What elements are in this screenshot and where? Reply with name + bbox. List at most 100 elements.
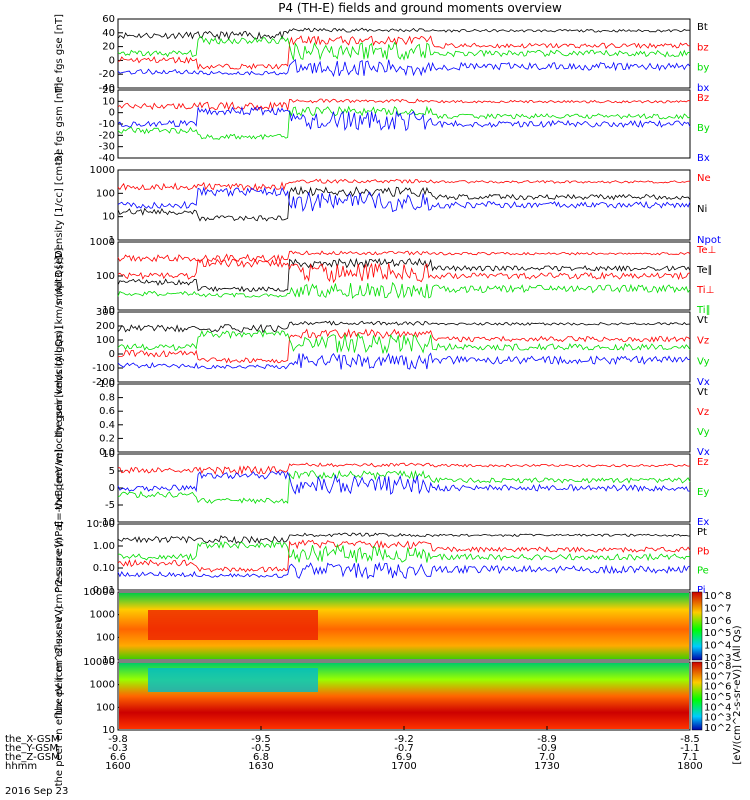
ylabel: the peer velocity gsm [km/s (All Qs)] <box>54 326 65 510</box>
ephem-value: 7.1 <box>682 752 698 763</box>
legend-Vx: Vx <box>697 447 710 458</box>
legend-Vt: Vt <box>697 387 708 398</box>
legend-Pt: Pt <box>697 527 707 538</box>
panel-5: 300 200 100 0 -100 -200 the peir velocity gsm … <box>54 257 710 438</box>
legend-Vx: Vx <box>697 377 710 388</box>
ytick-label: 1000 <box>90 237 115 248</box>
series-Ey <box>117 469 691 505</box>
series-Pb <box>117 539 691 573</box>
series-Ti⊥ <box>117 258 691 284</box>
legend-Bz: Bz <box>697 93 709 104</box>
legend-Pb: Pb <box>697 546 709 557</box>
legend-By: By <box>697 123 710 134</box>
colorbar-tick: 10^8 <box>704 661 731 672</box>
ytick-label: -100 <box>92 363 115 374</box>
ytick-label: 0.2 <box>99 433 115 444</box>
ytick-label: 100 <box>96 335 115 346</box>
ylabel: the fgs gsm [nT] <box>54 83 65 166</box>
colorbar-tick: 10^3 <box>704 653 731 664</box>
series-Npot <box>117 186 691 213</box>
series-Ti∥ <box>117 281 691 299</box>
ytick-label: 10 <box>102 725 115 736</box>
figure-title: P4 (TH-E) fields and ground moments over… <box>278 1 562 15</box>
ephem-value: 1630 <box>248 761 273 772</box>
series-by <box>117 36 691 61</box>
ytick-label: 0.6 <box>99 406 115 417</box>
ytick-label: 10 <box>102 96 115 107</box>
panel-frame <box>117 523 691 591</box>
legend-bx: bx <box>697 83 709 94</box>
colorbar <box>691 661 703 731</box>
ytick-label: 10.00 <box>86 519 115 530</box>
colorbar-tick: 10^6 <box>704 682 731 693</box>
ytick-label: 10 <box>102 449 115 460</box>
ytick-label: 100 <box>96 632 115 643</box>
ephem-label: the_X-GSM <box>5 734 59 745</box>
panel-7: 10 5 0 -5 -10 E=-VxB [mV/m] Ez Ey Ex <box>54 449 709 528</box>
ephem-label: the_Z-GSM <box>5 752 60 763</box>
panel-frame <box>117 169 691 241</box>
ephem-value: -9.2 <box>394 734 414 745</box>
legend-by: by <box>697 63 709 74</box>
ylabel: Pressure [nPa] <box>54 521 65 593</box>
ephem-value: 7.0 <box>539 752 555 763</box>
ephem-label: hhmm <box>5 761 37 772</box>
legend-Vy: Vy <box>697 427 710 438</box>
ephem-value: 1800 <box>677 761 702 772</box>
legend-Bx: Bx <box>697 153 710 164</box>
legend-Ez: Ez <box>697 457 709 468</box>
ephem-value: -8.5 <box>680 734 700 745</box>
series-bx <box>117 58 691 78</box>
colorbar-tick: 10^4 <box>704 702 731 713</box>
colorbar-tick: 10^7 <box>704 603 731 614</box>
date-label: 2016 Sep 23 <box>5 786 68 797</box>
ylabel: mnpt3 [eV] <box>54 248 65 305</box>
series-Ex <box>117 470 691 495</box>
ytick-label: 10 <box>102 212 115 223</box>
panel-frame <box>117 383 691 453</box>
legend-Te⊥: Te⊥ <box>696 245 716 256</box>
ytick-label: 0.0 <box>99 447 115 458</box>
series-Te∥ <box>117 257 691 293</box>
series-Pi <box>117 561 691 580</box>
colorbar-tick: 10^8 <box>704 591 731 602</box>
ytick-label: -20 <box>99 130 115 141</box>
legend-Vz: Vz <box>697 407 709 418</box>
panel-frame <box>117 591 691 661</box>
ytick-label: -40 <box>99 153 115 164</box>
legend-Ti∥: Ti∥ <box>696 305 711 316</box>
series-Vx <box>117 352 691 370</box>
legend-bz: bz <box>697 42 709 53</box>
ytick-label: 0 <box>109 108 115 119</box>
colorbar-tick: 10^5 <box>704 692 731 703</box>
ytick-label: 20 <box>102 85 115 96</box>
ytick-label: -10 <box>99 517 115 528</box>
legend-Ti⊥: Ti⊥ <box>696 285 714 296</box>
ephem-value: 1700 <box>391 761 416 772</box>
series-Ne <box>117 178 691 192</box>
ytick-label: 0.01 <box>93 585 115 596</box>
ephem-value: 6.8 <box>253 752 269 763</box>
ephem-value: -9.5 <box>251 734 271 745</box>
colorbar-label: [eV/(cm^2-s-sr-eV)] (All Qs) <box>732 625 743 764</box>
ytick-label: 1.0 <box>99 379 115 390</box>
ytick-label: -10 <box>99 119 115 130</box>
panel-1: 60 40 20 0 -20 -40 the fgs gse [nT] Bt bz by bx <box>54 14 709 94</box>
panel-frame <box>117 241 691 311</box>
panel-frame <box>117 311 691 383</box>
ylabel: the fgs gse [nT] <box>54 14 65 93</box>
ytick-label: 100 <box>96 271 115 282</box>
legend-Vz: Vz <box>697 336 709 347</box>
colorbar-tick: 10^2 <box>704 723 731 734</box>
ytick-label: 1 <box>109 235 115 246</box>
ephem-value: 6.6 <box>110 752 126 763</box>
ylabel: the peir en eflux eV (cm^2-s-sr-eV) <box>54 537 65 714</box>
panel-frame <box>117 18 691 89</box>
colorbar-tick: 10^3 <box>704 713 731 724</box>
ephem-value: -0.3 <box>108 743 128 754</box>
ephem-value: 1730 <box>534 761 559 772</box>
legend-Pe: Pe <box>697 566 709 577</box>
series-Te⊥ <box>117 250 691 264</box>
ytick-label: 60 <box>102 14 115 25</box>
series-By <box>117 105 691 141</box>
